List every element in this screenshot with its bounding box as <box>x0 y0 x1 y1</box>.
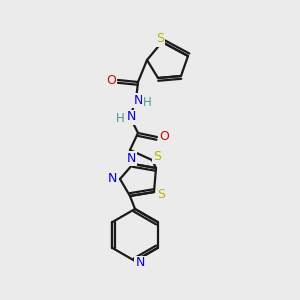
Text: H: H <box>142 95 152 109</box>
Text: S: S <box>157 188 165 202</box>
Text: O: O <box>159 130 169 143</box>
Text: O: O <box>106 74 116 86</box>
Text: N: N <box>135 256 145 269</box>
Text: S: S <box>153 149 161 163</box>
Text: N: N <box>107 172 117 185</box>
Text: N: N <box>126 110 136 124</box>
Text: S: S <box>156 32 164 46</box>
Text: N: N <box>126 152 136 164</box>
Text: H: H <box>116 112 124 125</box>
Text: N: N <box>133 94 143 106</box>
